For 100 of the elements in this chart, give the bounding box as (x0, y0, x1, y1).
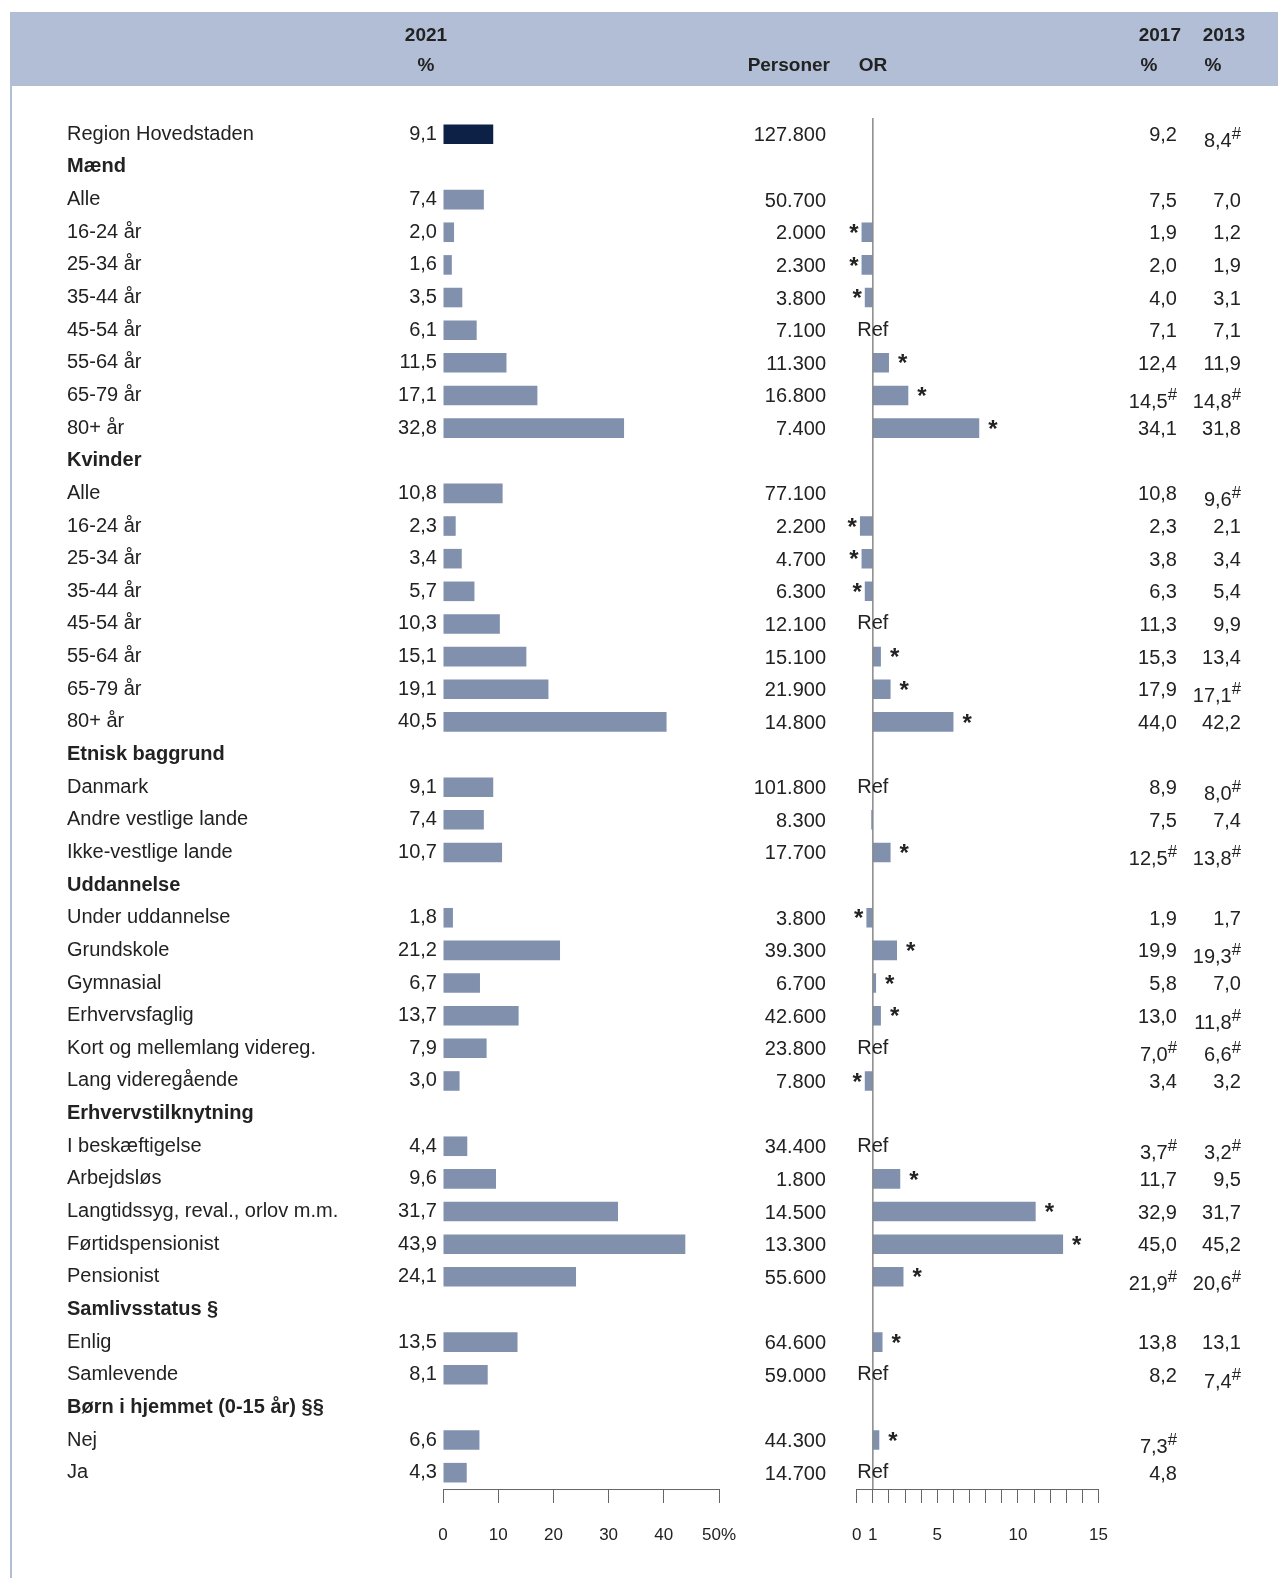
category-label: 11,9 (1203, 351, 1241, 374)
y-tick-label: 16-24 år (67, 513, 142, 536)
x-tick-label: 50% (701, 1524, 737, 1544)
bar (872, 1332, 883, 1352)
category-label: 3.800 (774, 285, 826, 310)
data-label: * (1044, 1198, 1055, 1226)
category-label: 42.600 (763, 1003, 826, 1028)
category-label: 32,9 (1138, 1200, 1177, 1223)
category-label: 19,9 (1137, 938, 1177, 963)
bar (872, 1234, 1064, 1254)
bar (443, 1364, 488, 1385)
category-label: 7.400 (774, 416, 826, 441)
bar (861, 222, 873, 243)
data-label: 17,1 (398, 382, 437, 405)
y-tick-label: Region Hovedstaden (67, 121, 254, 144)
y-tick-label: Arbejdsløs (67, 1166, 162, 1189)
y-tick-label: Danmark (67, 774, 150, 797)
category-label: 50.700 (763, 187, 826, 212)
data-label: 3,0 (409, 1068, 437, 1091)
category-label: 39.300 (763, 938, 826, 963)
category-label: 21,9$^{#}$ (1127, 1265, 1177, 1294)
data-label: 1,8 (409, 905, 437, 928)
category-label: 9,2 (1148, 122, 1177, 147)
x-tick-label: 1 (868, 1524, 878, 1544)
x-tick-label: 10 (1008, 1524, 1028, 1544)
category-label: 12.100 (763, 611, 826, 636)
data-label: 15,1 (398, 644, 437, 667)
y-tick-label: Mænd (67, 154, 126, 177)
data-label: 11,5 (399, 350, 437, 373)
data-label: 7,4 (409, 807, 437, 830)
bar (443, 940, 561, 961)
data-label: 7,9 (409, 1035, 437, 1058)
bar (443, 1462, 467, 1483)
category-label: 3,2 (1213, 1069, 1241, 1092)
data-label: 24,1 (398, 1264, 437, 1287)
category-label: 17,1$^{#}$ (1192, 679, 1241, 706)
data-label: * (852, 577, 863, 605)
bar (443, 1136, 468, 1157)
category-label: 7,4$^{#}$ (1203, 1364, 1241, 1392)
category-label: 13.300 (763, 1232, 826, 1257)
bar (443, 1234, 686, 1254)
category-label: 8,2 (1148, 1362, 1177, 1387)
category-label: 11,3 (1138, 611, 1177, 636)
data-label: 1,6 (409, 252, 437, 275)
category-label: 20,6$^{#}$ (1192, 1266, 1241, 1294)
data-label: 40,5 (398, 709, 437, 732)
data-label: * (847, 512, 858, 540)
category-label: 77.100 (763, 481, 826, 506)
bar (443, 255, 452, 275)
bar (443, 418, 625, 438)
data-label: 6,1 (409, 317, 437, 340)
text: Ref (857, 774, 889, 797)
data-label: * (899, 675, 910, 703)
y-tick-label: Kort og mellemlang videreg. (67, 1035, 317, 1058)
category-label: 16.800 (763, 383, 826, 408)
y-tick-label: 80+ år (67, 709, 125, 732)
category-label: 7,4 (1213, 808, 1241, 831)
data-label: * (849, 251, 860, 279)
bar (443, 614, 500, 634)
data-label: 3,5 (409, 285, 437, 308)
bar (872, 1267, 904, 1287)
category-label: 10,8 (1137, 481, 1177, 506)
data-label: * (888, 1426, 899, 1454)
category-label: 101.800 (752, 775, 826, 800)
y-tick-label: Samlivsstatus § (67, 1296, 219, 1319)
bar (443, 1169, 496, 1189)
bar (443, 712, 667, 732)
bar (872, 1169, 901, 1189)
category-label: 6.300 (774, 579, 826, 604)
y-tick-label: Alle (67, 480, 101, 503)
category-label: 2.300 (774, 252, 826, 277)
text: 2013 % (1202, 24, 1245, 75)
data-label: 21,2 (398, 937, 437, 960)
chart-title: OR (858, 54, 888, 75)
category-label: 34.400 (763, 1134, 826, 1159)
category-label: 8,9 (1148, 775, 1177, 800)
category-label: 4.700 (774, 546, 826, 571)
category-label: 3,4 (1213, 547, 1241, 570)
data-label: * (899, 839, 910, 867)
y-tick-label: 65-79 år (67, 382, 142, 405)
data-label: 8,1 (409, 1362, 437, 1385)
x-tick-label: 30 (599, 1524, 619, 1544)
data-label: * (852, 1067, 863, 1095)
bar (443, 353, 507, 373)
data-label: 6,7 (409, 970, 437, 993)
category-label: 15.100 (763, 644, 826, 669)
category-label: 1,7 (1213, 906, 1241, 929)
bar (443, 222, 455, 243)
y-tick-label: Ja (67, 1460, 89, 1483)
y-tick-label: Uddannelse (67, 872, 181, 895)
category-label: 31,8 (1202, 417, 1241, 440)
bar (443, 842, 503, 863)
text: Ref (857, 1460, 889, 1483)
y-tick-label: Ikke-vestlige lande (67, 839, 233, 862)
data-label: 9,6 (409, 1166, 437, 1189)
category-label: 1,2 (1213, 221, 1241, 244)
category-label: 1.800 (774, 1166, 826, 1191)
category-label: 45,0 (1138, 1233, 1177, 1256)
data-label: * (889, 643, 900, 671)
category-label: 7,3$^{#}$ (1138, 1429, 1177, 1457)
